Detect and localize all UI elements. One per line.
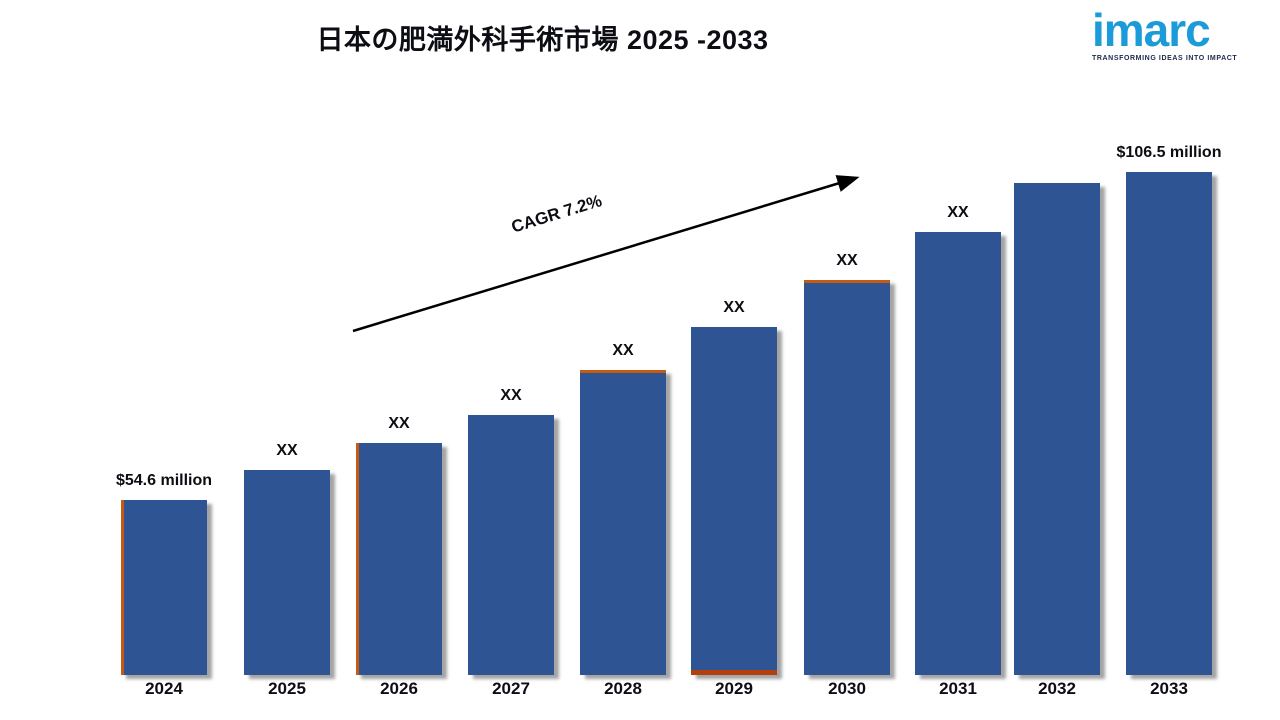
- bar-value-label-2033: $106.5 million: [1116, 144, 1222, 161]
- bar-year-label-2028: 2028: [604, 679, 642, 698]
- bar-2024: [121, 500, 207, 675]
- bar-2026: [356, 443, 442, 675]
- bar-year-label-2033: 2033: [1150, 679, 1188, 698]
- bar-2025: [244, 470, 330, 675]
- bar-year-label-2024: 2024: [145, 679, 183, 698]
- bar-2027: [468, 415, 554, 675]
- bar-2029: [691, 327, 777, 675]
- bar-value-label-2031: XX: [947, 204, 969, 221]
- bar-year-label-2027: 2027: [492, 679, 530, 698]
- chart-title: 日本の肥満外科手術市場 2025 -2033: [316, 25, 769, 55]
- bar-2032: [1014, 183, 1100, 675]
- bar-value-label-2030: XX: [836, 252, 858, 269]
- bar-2028: [580, 370, 666, 675]
- bar-2031: [915, 232, 1001, 675]
- bar-year-label-2026: 2026: [380, 679, 418, 698]
- bar-value-label-2028: XX: [612, 342, 634, 359]
- imarc-logo-tagline: TRANSFORMING IDEAS INTO IMPACT: [1092, 55, 1238, 63]
- bar-year-label-2025: 2025: [268, 679, 306, 698]
- bar-value-label-2027: XX: [500, 387, 522, 404]
- imarc-logo-wordmark: imarc: [1092, 4, 1211, 56]
- bar-2033: [1126, 172, 1212, 675]
- bar-year-label-2031: 2031: [939, 679, 977, 698]
- bar-2030: [804, 280, 890, 675]
- bar-year-label-2030: 2030: [828, 679, 866, 698]
- bar-value-label-2029: XX: [723, 299, 745, 316]
- bar-value-label-2026: XX: [388, 415, 410, 432]
- bar-year-label-2029: 2029: [715, 679, 753, 698]
- imarc-logo: imarc TRANSFORMING IDEAS INTO IMPACT: [1092, 4, 1262, 63]
- bar-year-label-2032: 2032: [1038, 679, 1076, 698]
- bar-value-label-2024: $54.6 million: [115, 472, 213, 489]
- bar-value-label-2025: XX: [276, 442, 298, 459]
